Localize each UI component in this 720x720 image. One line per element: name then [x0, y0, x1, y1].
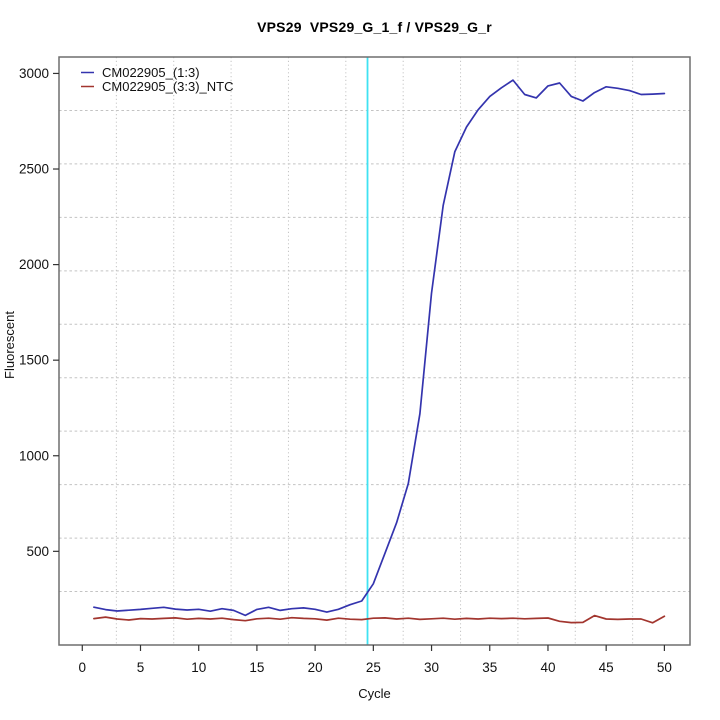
- series-line-0: [93, 79, 666, 617]
- chart-title: VPS29 VPS29_G_1_f / VPS29_G_r: [257, 19, 492, 35]
- y-tick-label: 1000: [19, 448, 49, 463]
- plot-box: [58, 56, 691, 646]
- x-tick-label: 5: [137, 660, 145, 675]
- x-tick-label: 10: [191, 660, 206, 675]
- y-tick-label: 1500: [19, 353, 49, 368]
- y-tick-label: 500: [26, 544, 49, 559]
- x-tick-label: 15: [249, 660, 264, 675]
- x-tick-label: 30: [424, 660, 439, 675]
- x-tick-label: 0: [79, 660, 87, 675]
- x-tick-label: 45: [599, 660, 614, 675]
- x-tick-label: 35: [482, 660, 497, 675]
- x-tick-label: 20: [308, 660, 323, 675]
- x-axis-title: Cycle: [358, 686, 391, 701]
- y-tick-label: 3000: [19, 66, 49, 81]
- x-tick-label: 40: [540, 660, 555, 675]
- x-tick-label: 25: [366, 660, 381, 675]
- series-line-1: [93, 614, 666, 624]
- y-tick-label: 2000: [19, 257, 49, 272]
- x-tick-label: 50: [657, 660, 672, 675]
- y-tick-label: 2500: [19, 162, 49, 177]
- legend-label-0: CM022905_(1:3): [102, 65, 200, 80]
- legend-label-1: CM022905_(3:3)_NTC: [102, 79, 234, 94]
